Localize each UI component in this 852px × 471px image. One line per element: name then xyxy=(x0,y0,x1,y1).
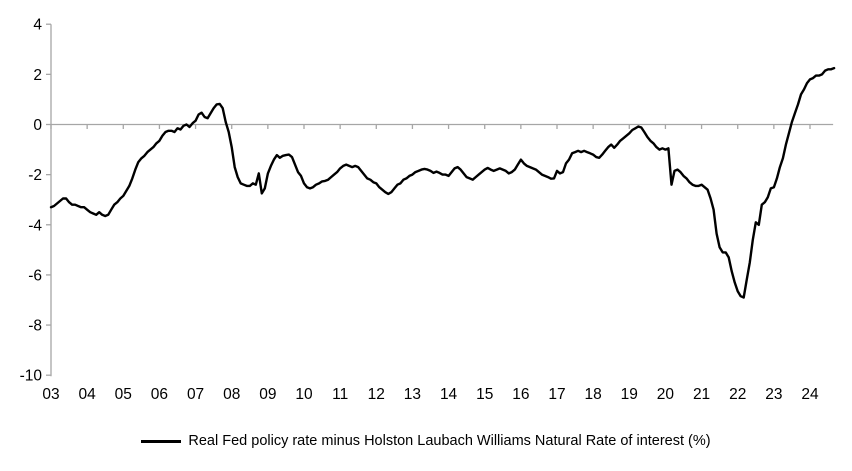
x-tick-label: 13 xyxy=(404,386,421,403)
x-tick-label: 15 xyxy=(476,386,493,403)
data-series xyxy=(49,66,836,299)
y-tick-label: -6 xyxy=(28,267,42,284)
x-tick-label: 08 xyxy=(223,386,240,403)
series-line xyxy=(49,66,836,299)
legend: Real Fed policy rate minus Holston Lauba… xyxy=(0,433,852,449)
y-axis-labels: 4 2 0 -2 -4 -6 -8 -10 xyxy=(20,17,43,385)
y-tick-label: 2 xyxy=(33,67,42,84)
x-axis-labels: 03 04 05 06 07 08 09 10 11 12 13 14 15 16 17 18 19 20 21 22… xyxy=(42,386,819,403)
x-tick-label: 16 xyxy=(512,386,529,403)
x-tick-label: 21 xyxy=(693,386,710,403)
x-tick-label: 11 xyxy=(332,386,348,403)
y-tick-label: -10 xyxy=(20,368,43,385)
x-tick-label: 09 xyxy=(259,386,276,403)
legend-label: Real Fed policy rate minus Holston Lauba… xyxy=(188,433,711,449)
x-tick-label: 06 xyxy=(151,386,168,403)
x-tick-label: 10 xyxy=(295,386,313,403)
axes xyxy=(46,23,834,377)
x-tick-label: 24 xyxy=(801,386,819,403)
x-tick-label: 17 xyxy=(548,386,565,403)
x-tick-label: 18 xyxy=(585,386,602,403)
x-tick-label: 20 xyxy=(657,386,675,403)
legend-line-sample xyxy=(141,439,182,443)
y-tick-label: -2 xyxy=(28,167,42,184)
y-tick-label: 4 xyxy=(33,17,42,34)
x-tick-label: 23 xyxy=(765,386,782,403)
y-tick-label: -8 xyxy=(28,318,42,335)
y-tick-label: -4 xyxy=(28,217,42,234)
x-tick-label: 03 xyxy=(42,386,59,403)
x-tick-label: 04 xyxy=(79,386,97,403)
x-tick-label: 19 xyxy=(621,386,638,403)
x-tick-label: 22 xyxy=(729,386,746,403)
x-tick-label: 14 xyxy=(440,386,458,403)
x-tick-label: 05 xyxy=(115,386,132,403)
x-tick-label: 07 xyxy=(187,386,204,403)
x-tick-label: 12 xyxy=(368,386,385,403)
y-tick-label: 0 xyxy=(33,117,42,134)
